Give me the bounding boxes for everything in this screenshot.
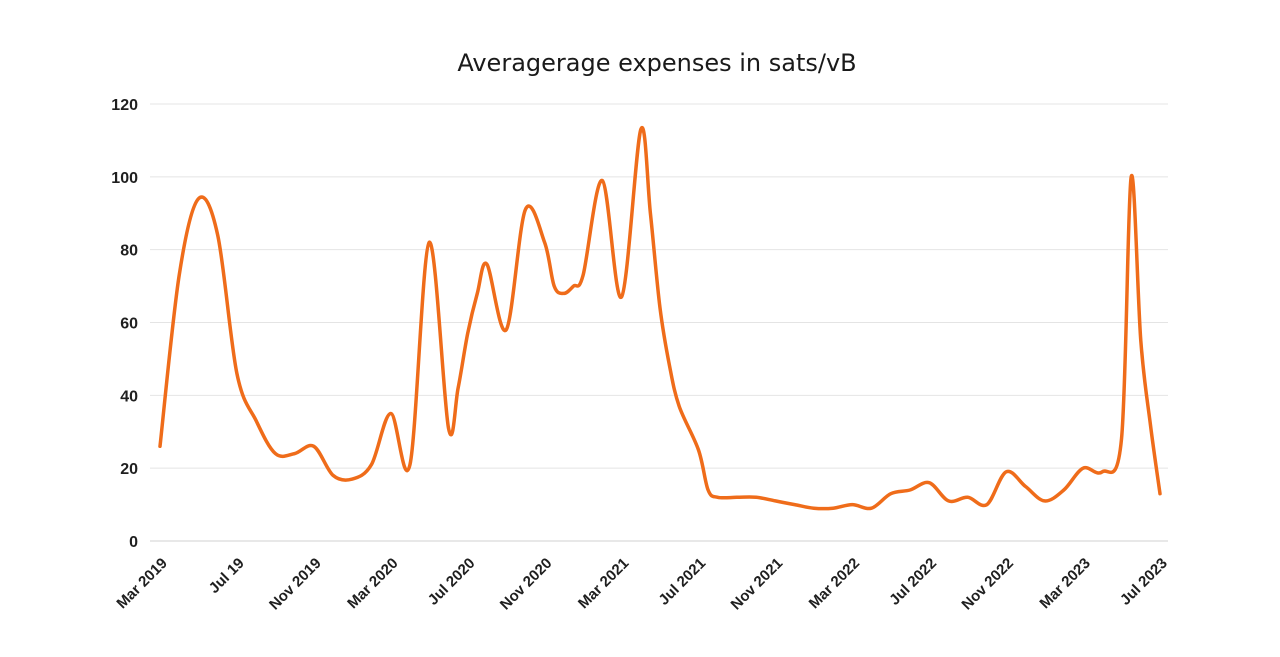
x-tick-label: Mar 2023	[1036, 555, 1093, 612]
series-line	[158, 125, 1162, 511]
x-tick-label: Jul 2021	[655, 555, 709, 609]
x-tick-label: Mar 2022	[806, 555, 863, 612]
x-tick-label: Jul 2020	[425, 555, 479, 609]
x-tick-label: Nov 2019	[266, 555, 325, 614]
chart-title: Averagerage expenses in sats/vB	[457, 49, 856, 77]
y-tick-label: 20	[120, 461, 138, 478]
y-axis-ticks: 0 20 40 60 80 100 120	[111, 97, 138, 551]
y-tick-label: 100	[111, 170, 138, 187]
x-tick-label: Jul 2022	[886, 555, 940, 609]
y-tick-label: 60	[120, 316, 138, 333]
x-axis-ticks: Mar 2019 Jul 19 Nov 2019 Mar 2020 Jul 2020 No…	[113, 555, 1170, 614]
x-tick-label: Nov 2020	[497, 555, 556, 614]
y-tick-label: 80	[120, 243, 138, 260]
x-tick-label: Nov 2022	[958, 555, 1017, 614]
x-tick-label: Mar 2019	[113, 555, 170, 612]
x-tick-label: Jul 19	[206, 555, 248, 597]
y-tick-label: 40	[120, 388, 138, 405]
y-tick-label: 120	[111, 97, 138, 114]
series-lines	[158, 125, 1162, 511]
y-tick-label: 0	[129, 534, 138, 551]
gridlines	[150, 103, 1168, 542]
x-tick-label: Mar 2021	[575, 555, 632, 612]
x-tick-label: Mar 2020	[344, 555, 401, 612]
x-tick-label: Nov 2021	[728, 555, 787, 614]
x-tick-label: Jul 2023	[1117, 555, 1171, 609]
